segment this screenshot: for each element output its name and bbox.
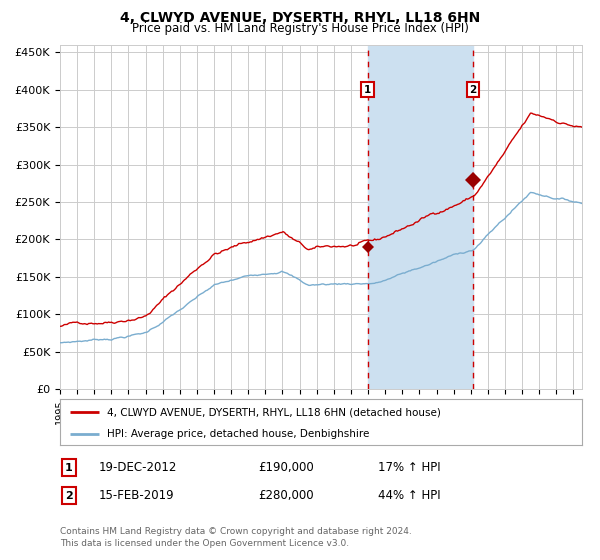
Bar (368, 45, 473, 389)
Text: Price paid vs. HM Land Registry's House Price Index (HPI): Price paid vs. HM Land Registry's House … (131, 22, 469, 35)
Text: Contains HM Land Registry data © Crown copyright and database right 2024.: Contains HM Land Registry data © Crown c… (60, 528, 412, 536)
Text: 15-FEB-2019: 15-FEB-2019 (99, 489, 175, 502)
Text: 44% ↑ HPI: 44% ↑ HPI (378, 489, 440, 502)
Text: HPI: Average price, detached house, Denbighshire: HPI: Average price, detached house, Denb… (107, 429, 370, 438)
Text: 19-DEC-2012: 19-DEC-2012 (99, 461, 178, 474)
Text: 1: 1 (364, 85, 371, 95)
Text: 4, CLWYD AVENUE, DYSERTH, RHYL, LL18 6HN (detached house): 4, CLWYD AVENUE, DYSERTH, RHYL, LL18 6HN… (107, 407, 441, 417)
Text: £280,000: £280,000 (258, 489, 314, 502)
Text: This data is licensed under the Open Government Licence v3.0.: This data is licensed under the Open Gov… (60, 539, 349, 548)
Text: 2: 2 (469, 85, 476, 95)
Text: 1: 1 (65, 463, 73, 473)
Text: 4, CLWYD AVENUE, DYSERTH, RHYL, LL18 6HN: 4, CLWYD AVENUE, DYSERTH, RHYL, LL18 6HN (120, 11, 480, 25)
Text: 17% ↑ HPI: 17% ↑ HPI (378, 461, 440, 474)
Text: £190,000: £190,000 (258, 461, 314, 474)
Text: 2: 2 (65, 491, 73, 501)
